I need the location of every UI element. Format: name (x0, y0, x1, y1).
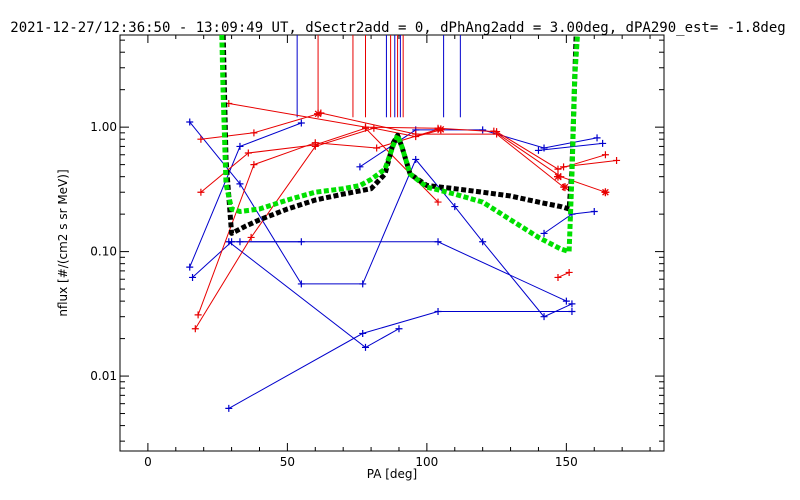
series-line-10 (197, 128, 439, 316)
series-line-1 (192, 241, 567, 302)
point-7-2 (590, 208, 598, 216)
point-0-8 (568, 300, 576, 308)
point-11-0 (197, 135, 205, 143)
point-2-0 (186, 263, 194, 271)
point-13-0 (197, 188, 205, 196)
point-0-5 (451, 203, 459, 211)
point-0-0 (186, 118, 194, 126)
point-9-1 (247, 233, 255, 241)
chart-title: 2021-12-27/12:36:50 - 13:09:49 UT, dSect… (10, 20, 785, 36)
point-2-2 (297, 119, 305, 127)
model-curve-black (220, 35, 579, 236)
point-14-1 (565, 268, 573, 276)
x-tick-label: 150 (555, 455, 578, 469)
y-tick-label: 0.01 (90, 369, 117, 383)
point-5-2 (479, 126, 487, 134)
star-marker-1 (436, 125, 445, 134)
point-0-4 (412, 155, 420, 163)
series-line-2 (189, 122, 302, 268)
star-marker-0 (314, 109, 323, 118)
series-line-9 (194, 127, 441, 329)
point-1-2 (434, 238, 442, 246)
point-0-2 (297, 280, 305, 288)
x-axis-label: PA [deg] (367, 467, 417, 481)
point-4-3 (568, 308, 576, 316)
point-8-1 (599, 139, 607, 147)
point-10-1 (250, 161, 258, 169)
point-3-1 (361, 343, 369, 351)
point-0-7 (540, 313, 548, 321)
point-4-0 (225, 404, 233, 412)
point-0-1 (236, 180, 244, 188)
point-2-1 (236, 142, 244, 150)
point-3-0 (225, 238, 233, 246)
point-4-2 (434, 308, 442, 316)
point-12-5 (601, 151, 609, 159)
point-8-0 (534, 146, 542, 154)
point-1-0 (189, 273, 197, 281)
point-9-3 (370, 124, 378, 132)
point-1-3 (562, 297, 570, 305)
x-tick-label: 50 (280, 455, 295, 469)
point-13-4 (434, 198, 442, 206)
point-0-3 (359, 280, 367, 288)
y-tick-label: 0.10 (90, 245, 117, 259)
point-13-1 (244, 149, 252, 157)
point-16-1 (613, 156, 621, 164)
series-line-11 (200, 112, 564, 188)
point-5-4 (593, 134, 601, 142)
point-13-2 (311, 141, 319, 149)
series-line-4 (228, 311, 572, 409)
series-line-14 (557, 272, 570, 278)
series-line-7 (543, 211, 595, 234)
point-5-3 (540, 144, 548, 152)
point-4-1 (359, 329, 367, 337)
plot-frame (119, 34, 665, 452)
model-curve-layer (219, 35, 580, 255)
x-tick-label: 0 (144, 455, 152, 469)
star-marker-4 (601, 188, 610, 197)
point-10-3 (373, 144, 381, 152)
point-7-0 (540, 229, 548, 237)
point-11-3 (412, 130, 420, 138)
series-line-8 (538, 142, 603, 151)
data-series-layer (186, 99, 621, 412)
point-16-0 (560, 163, 568, 171)
point-15-0 (490, 127, 498, 135)
point-3-2 (395, 325, 403, 333)
y-axis-label: nflux [#/(cm2 s sr MeV)] (56, 169, 70, 316)
point-14-0 (554, 273, 562, 281)
vertical-marker-layer (296, 35, 461, 118)
point-9-0 (191, 325, 199, 333)
point-6-0 (236, 238, 244, 246)
model-curve-green (219, 35, 580, 255)
point-13-3 (361, 124, 369, 132)
x-tick-label: 100 (415, 455, 438, 469)
point-0-6 (479, 238, 487, 246)
point-12-4 (554, 165, 562, 173)
point-10-0 (194, 311, 202, 319)
axes-layer: 0 50 100 150 0.01 0.10 1.00 (90, 35, 664, 469)
point-11-1 (250, 129, 258, 137)
point-5-0 (356, 163, 364, 171)
star-marker-3 (560, 183, 569, 192)
y-tick-label: 1.00 (90, 120, 117, 134)
point-6-1 (297, 238, 305, 246)
star-marker-2 (553, 172, 562, 181)
